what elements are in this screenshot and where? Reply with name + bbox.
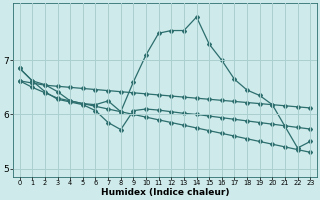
X-axis label: Humidex (Indice chaleur): Humidex (Indice chaleur) <box>101 188 229 197</box>
